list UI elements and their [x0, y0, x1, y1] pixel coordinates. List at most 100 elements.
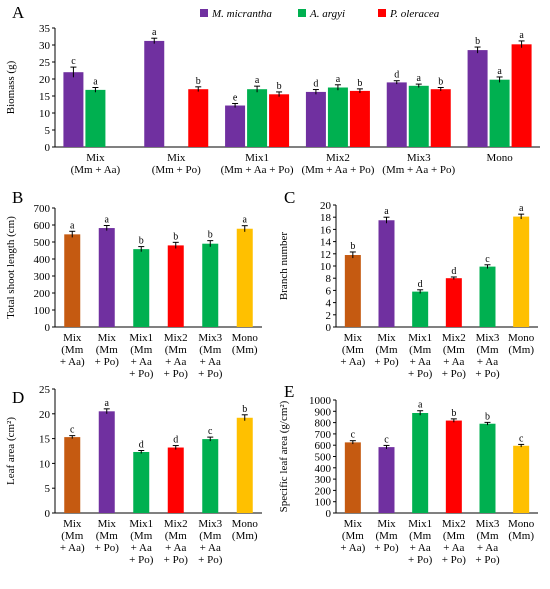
significance-letter: c: [351, 430, 356, 441]
significance-letter: d: [394, 70, 399, 81]
x-tick-label: Mono: [232, 332, 259, 344]
bar: [144, 40, 165, 147]
x-tick-label: + Aa): [60, 356, 85, 368]
significance-letter: a: [384, 206, 389, 217]
y-tick-label: 10: [39, 108, 51, 120]
y-tick-label: 0: [326, 322, 332, 334]
bar: [445, 420, 462, 513]
bar: [430, 89, 451, 147]
x-tick-label: + Po): [408, 554, 433, 566]
bar: [511, 44, 532, 147]
y-tick-label: 100: [34, 305, 51, 317]
x-tick-label: (Mm: [477, 530, 499, 542]
significance-letter: b: [208, 230, 213, 241]
panel-letter: A: [12, 3, 25, 22]
x-tick-label: (Mm: [477, 344, 499, 356]
significance-letter: b: [277, 81, 282, 92]
x-tick-label: + Po): [198, 368, 223, 380]
x-tick-label: (Mm: [199, 344, 221, 356]
y-tick-label: 10: [39, 458, 51, 470]
x-tick-label: + Aa: [443, 356, 464, 368]
x-tick-label: (Mm: [96, 344, 118, 356]
y-tick-label: 12: [320, 249, 331, 261]
x-tick-label: + Aa: [410, 542, 431, 554]
bar: [489, 79, 510, 147]
significance-letter: c: [70, 425, 75, 436]
significance-letter: e: [233, 92, 238, 103]
y-tick-label: 0: [45, 322, 51, 334]
significance-letter: b: [196, 76, 201, 87]
bar: [412, 412, 429, 513]
x-tick-label: Mono: [508, 332, 535, 344]
x-tick-label: Mix1: [408, 518, 432, 530]
y-tick-label: 15: [39, 434, 51, 446]
y-tick-label: 1000: [309, 395, 332, 407]
x-tick-label: Mix: [63, 332, 82, 344]
bar: [344, 255, 361, 327]
bar: [467, 50, 488, 147]
x-tick-label: + Aa): [340, 542, 365, 554]
x-tick-label: (Mm + Aa + Po): [382, 164, 455, 176]
significance-letter: c: [71, 56, 76, 67]
significance-letter: a: [418, 400, 423, 411]
bar: [202, 439, 219, 513]
x-tick-label: + Po): [442, 368, 467, 380]
significance-letter: c: [208, 426, 213, 437]
x-tick-label: (Mm: [130, 344, 152, 356]
x-tick-label: + Po): [475, 368, 500, 380]
x-tick-label: Mix: [86, 152, 105, 164]
significance-letter: d: [313, 79, 318, 90]
y-tick-label: 2: [326, 310, 332, 322]
bar: [85, 89, 106, 147]
significance-letter: b: [485, 411, 490, 422]
x-tick-label: (Mm: [443, 530, 465, 542]
y-tick-label: 500: [34, 237, 51, 249]
x-tick-label: (Mm: [342, 344, 364, 356]
x-tick-label: + Aa: [443, 542, 464, 554]
panel-B: 0 100 200 300 400 500 600 700 Total shoot length…: [5, 188, 262, 380]
x-tick-label: Mix1: [408, 332, 432, 344]
x-tick-label: Mix2: [442, 518, 466, 530]
y-tick-label: 700: [34, 203, 51, 215]
x-tick-label: (Mm): [508, 530, 534, 542]
bar: [408, 85, 429, 147]
bar: [269, 94, 290, 147]
legend: M. micrantha A. argyi P. oleracea: [200, 8, 440, 20]
bar: [445, 278, 462, 327]
y-axis-label: Specific leaf area (g/cm²): [278, 400, 290, 512]
x-tick-label: (Mm: [376, 530, 398, 542]
y-tick-label: 18: [320, 212, 332, 224]
panel-letter: E: [284, 382, 294, 401]
x-tick-label: + Aa: [131, 542, 152, 554]
x-tick-label: (Mm: [130, 530, 152, 542]
x-tick-label: Mix: [344, 332, 363, 344]
bar: [479, 423, 496, 513]
bar: [202, 243, 219, 327]
bar: [386, 82, 407, 147]
bar: [98, 411, 115, 513]
significance-letter: a: [70, 220, 75, 231]
y-tick-label: 16: [320, 224, 332, 236]
y-tick-label: 700: [315, 429, 332, 441]
x-tick-label: (Mm): [232, 530, 258, 542]
x-tick-label: Mix: [167, 152, 186, 164]
legend-swatch: [298, 9, 306, 17]
x-tick-label: Mix2: [164, 518, 188, 530]
y-tick-label: 5: [45, 483, 51, 495]
bar: [513, 445, 530, 513]
significance-letter: b: [139, 236, 144, 247]
x-tick-label: + Po): [198, 554, 223, 566]
panel-letter: D: [12, 388, 24, 407]
x-tick-label: (Mm): [508, 344, 534, 356]
significance-letter: a: [336, 74, 341, 85]
x-tick-label: (Mm: [342, 530, 364, 542]
panel-letter: B: [12, 188, 23, 207]
significance-letter: d: [173, 435, 178, 446]
x-tick-label: (Mm): [232, 344, 258, 356]
y-tick-label: 100: [315, 497, 332, 509]
y-tick-label: 300: [34, 271, 51, 283]
legend-label: A. argyi: [309, 8, 345, 20]
x-tick-label: + Aa): [340, 356, 365, 368]
y-tick-label: 0: [45, 508, 51, 520]
